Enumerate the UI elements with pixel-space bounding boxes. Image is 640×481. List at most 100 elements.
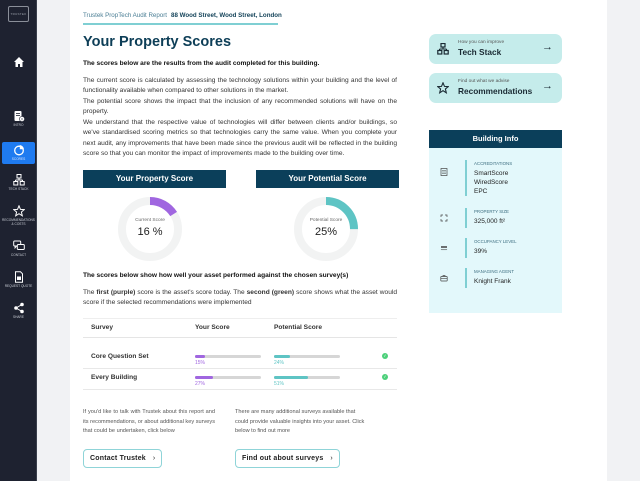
- potential-score-value: 24%: [274, 360, 285, 366]
- column-your-score: Your Score: [195, 324, 230, 331]
- main-content: Trustek PropTech Audit Report 88 Wood Str…: [70, 0, 607, 481]
- breadcrumb-underline: [83, 23, 278, 25]
- divider: [465, 268, 467, 288]
- surveys-button-label: Find out about surveys: [242, 455, 324, 462]
- potential-score-bar: [274, 376, 340, 379]
- sidebar-item-share[interactable]: SHARE: [2, 302, 35, 320]
- sidebar-item-request-quote[interactable]: REQUEST QUOTE: [2, 271, 35, 289]
- intro-paragraph-potential: The potential score shows the impact tha…: [83, 98, 397, 116]
- your-score-bar: [195, 376, 261, 379]
- check-circle-icon: ✓: [382, 374, 388, 380]
- sidebar-item-label: SHARE: [13, 315, 24, 319]
- donut-chart: [118, 197, 182, 261]
- breadcrumb: Trustek PropTech Audit Report 88 Wood Str…: [83, 12, 282, 19]
- accreditation-wiredscore: WiredScore: [474, 179, 508, 186]
- chevron-right-icon: ›: [152, 455, 156, 462]
- occupancy-value: 39%: [474, 248, 488, 255]
- survey-table: Survey Your Score Potential Score Core Q…: [83, 318, 397, 390]
- star-icon: [437, 82, 449, 94]
- managing-agent-value: Knight Frank: [474, 278, 511, 285]
- arrow-right-icon: →: [542, 80, 553, 92]
- column-potential-score: Potential Score: [274, 324, 323, 331]
- potential-score-value: 25%: [314, 226, 338, 238]
- divider: [465, 208, 467, 228]
- find-out-surveys-button[interactable]: Find out about surveys ›: [235, 449, 340, 468]
- occupancy-caption: Occupancy Level: [474, 239, 517, 244]
- intro-lead: The scores below are the results from th…: [83, 60, 320, 67]
- survey-name: Core Question Set: [91, 353, 149, 360]
- table-row: Every Building 27% 51% ✓: [83, 369, 397, 390]
- current-score-value: 16 %: [137, 226, 163, 238]
- briefcase-icon: [440, 275, 448, 282]
- contact-text: If you'd like to talk with Trustek about…: [83, 409, 215, 435]
- breadcrumb-report[interactable]: Trustek PropTech Audit Report: [83, 12, 168, 19]
- home-icon: [13, 57, 24, 67]
- breadcrumb-address: 88 Wood Street, Wood Street, London: [171, 12, 282, 19]
- surveys-text: There are many additional surveys availa…: [235, 409, 365, 435]
- sidebar-item-label: REQUEST QUOTE: [4, 284, 33, 288]
- property-score-header: Your Property Score: [83, 170, 226, 188]
- your-score-value: 15%: [195, 360, 206, 366]
- intro-paragraph-standardised: We understand that the respective value …: [83, 119, 397, 158]
- sidebar-item-home[interactable]: [2, 56, 35, 68]
- sidebar-item-label: TECH STACK: [8, 187, 29, 191]
- survey-desc-text: The: [83, 289, 97, 296]
- current-score-label: Current Score: [135, 218, 165, 223]
- contact-trustek-button[interactable]: Contact Trustek ›: [83, 449, 163, 468]
- page-title: Your Property Scores: [83, 34, 232, 50]
- your-score-value: 27%: [195, 381, 206, 387]
- network-icon: [12, 174, 25, 186]
- donut-chart: [294, 197, 358, 261]
- sidebar-item-tech-stack[interactable]: TECH STACK: [2, 174, 35, 192]
- sidebar-item-label: RECOMMENDATIONS & COSTS: [2, 218, 35, 226]
- recommendations-title: Recommendations: [458, 86, 533, 96]
- survey-desc-text: score is the asset's score today. The: [135, 289, 247, 296]
- recommendations-subtitle: Find out what we advise: [458, 79, 510, 84]
- request-doc-icon: [14, 271, 23, 283]
- current-score-donut: Current Score 16 %: [117, 196, 183, 262]
- network-icon: [437, 43, 449, 55]
- survey-description: The first (purple) score is the asset's …: [83, 288, 397, 309]
- potential-score-label: Potential Score: [309, 218, 343, 223]
- table-header: Survey Your Score Potential Score: [83, 318, 397, 338]
- property-size-value: 325,000 ft²: [474, 218, 506, 225]
- recommendations-card[interactable]: Find out what we advise Recommendations …: [429, 73, 562, 103]
- survey-desc-second: second (green): [246, 289, 295, 296]
- sidebar-item-label: INTRO: [13, 123, 24, 127]
- pie-chart-icon: [13, 145, 24, 156]
- building-info-panel: Building Info Accreditations SmartScore …: [429, 130, 562, 313]
- sidebar-item-recommendations[interactable]: RECOMMENDATIONS & COSTS: [2, 205, 35, 226]
- divider: [465, 160, 467, 196]
- survey-heading: The scores below show how well your asse…: [83, 272, 349, 279]
- potential-score-bar: [274, 355, 340, 358]
- building-info-title: Building Info: [429, 130, 562, 148]
- tech-stack-subtitle: How you can improve: [458, 40, 505, 45]
- expand-icon: [440, 214, 448, 222]
- tech-stack-title: Tech Stack: [458, 47, 502, 57]
- people-icon: [440, 246, 448, 251]
- share-icon: [13, 302, 24, 314]
- table-row: Core Question Set 15% 24% ✓: [83, 348, 397, 369]
- accreditation-smartscore: SmartScore: [474, 170, 509, 177]
- potential-score-donut: Potential Score 25%: [293, 196, 359, 262]
- potential-score-value: 51%: [274, 381, 285, 387]
- chat-icon: [12, 240, 25, 250]
- potential-score-header: Your Potential Score: [256, 170, 399, 188]
- sidebar-item-label: CONTACT: [10, 253, 27, 257]
- chevron-right-icon: ›: [330, 455, 333, 462]
- tech-stack-card[interactable]: How you can improve Tech Stack →: [429, 34, 562, 64]
- sidebar-item-intro[interactable]: INTRO: [2, 110, 35, 128]
- divider: [465, 238, 467, 258]
- survey-desc-first: first (purple): [96, 289, 136, 296]
- certificate-icon: [440, 168, 448, 176]
- managing-agent-caption: Managing Agent: [474, 269, 515, 274]
- accreditation-epc: EPC: [474, 188, 488, 195]
- survey-name: Every Building: [91, 374, 138, 381]
- arrow-right-icon: →: [542, 41, 553, 53]
- sidebar-item-contact[interactable]: CONTACT: [2, 240, 35, 258]
- your-score-bar: [195, 355, 261, 358]
- intro-paragraph-current: The current score is calculated by asses…: [83, 77, 397, 95]
- trustek-logo[interactable]: TRUSTEK: [8, 6, 29, 22]
- sidebar-item-scores[interactable]: SCORES: [2, 142, 35, 164]
- accreditations-caption: Accreditations: [474, 161, 513, 166]
